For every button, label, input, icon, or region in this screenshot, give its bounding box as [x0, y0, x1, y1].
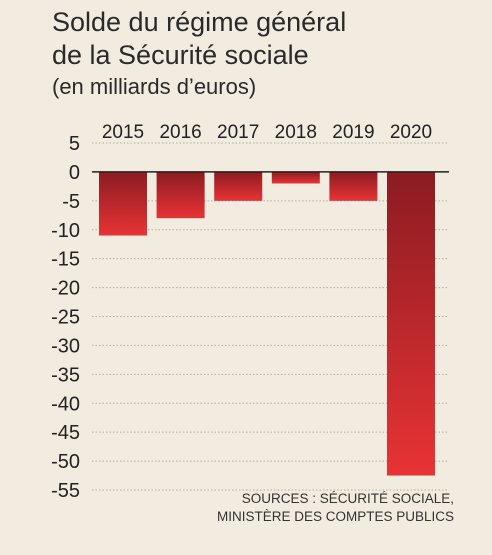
- x-category-label: 2016: [159, 122, 201, 143]
- chart-subtitle: (en milliards d’euros): [52, 74, 257, 99]
- source-line-2: MINISTÈRE DES COMPTES PUBLICS: [216, 509, 454, 524]
- bar-2018: [271, 171, 320, 184]
- x-category-label: 2017: [217, 122, 259, 143]
- y-tick-label: -50: [51, 451, 80, 473]
- bar-2017: [214, 171, 263, 201]
- chart-title: Solde du régime général de la Sécurité s…: [52, 6, 472, 72]
- y-tick-label: 5: [69, 133, 80, 155]
- bar-2016: [156, 171, 205, 219]
- y-tick-label: -15: [51, 249, 80, 271]
- y-tick-label: -45: [51, 422, 80, 444]
- bar-2015: [99, 171, 147, 236]
- y-tick-label: -55: [51, 480, 80, 502]
- title-line-2: de la Sécurité sociale: [52, 40, 309, 70]
- y-tick-label: -35: [51, 364, 80, 386]
- source-line-1: SOURCES : SÉCURITÉ SOCIALE,: [241, 491, 454, 506]
- x-category-label: 2019: [332, 122, 374, 143]
- y-tick-label: -5: [62, 191, 80, 213]
- x-category-label: 2020: [390, 122, 432, 143]
- y-tick-label: -25: [51, 307, 80, 329]
- y-tick-label: -20: [51, 278, 80, 300]
- y-tick-label: -30: [51, 335, 80, 357]
- y-tick-label: -10: [51, 220, 80, 242]
- bar-2019: [329, 171, 378, 201]
- x-category-label: 2015: [102, 122, 144, 143]
- source-note: SOURCES : SÉCURITÉ SOCIALE, MINISTÈRE DE…: [217, 490, 454, 526]
- y-tick-label: -40: [51, 393, 80, 415]
- bar-2020: [387, 171, 435, 476]
- title-line-1: Solde du régime général: [52, 7, 347, 37]
- y-tick-label: 0: [69, 162, 80, 184]
- x-category-label: 2018: [275, 122, 317, 143]
